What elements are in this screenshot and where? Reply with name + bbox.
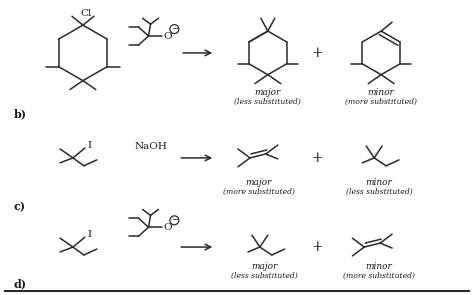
Text: I: I	[88, 140, 92, 150]
Text: −: −	[171, 25, 178, 33]
Text: major: major	[252, 262, 278, 271]
Text: O: O	[163, 223, 172, 232]
Text: c): c)	[13, 201, 25, 212]
Text: b): b)	[13, 108, 27, 119]
Text: (less substituted): (less substituted)	[231, 272, 298, 280]
Text: Cl: Cl	[80, 9, 91, 18]
Text: NaOH: NaOH	[134, 142, 167, 150]
Text: minor: minor	[366, 262, 392, 271]
Text: (more substituted): (more substituted)	[343, 272, 415, 280]
Text: minor: minor	[368, 88, 394, 97]
Text: minor: minor	[366, 178, 392, 187]
Text: +: +	[312, 151, 323, 165]
Text: (less substituted): (less substituted)	[346, 188, 412, 196]
Text: major: major	[246, 178, 272, 187]
Text: major: major	[255, 88, 281, 97]
Text: (more substituted): (more substituted)	[223, 188, 295, 196]
Text: +: +	[312, 46, 323, 60]
Text: −: −	[171, 216, 178, 224]
Text: (less substituted): (less substituted)	[235, 97, 301, 105]
Text: O: O	[163, 32, 172, 40]
Text: +: +	[312, 240, 323, 254]
Text: d): d)	[13, 278, 27, 289]
Text: I: I	[88, 230, 92, 239]
Text: (more substituted): (more substituted)	[345, 97, 417, 105]
